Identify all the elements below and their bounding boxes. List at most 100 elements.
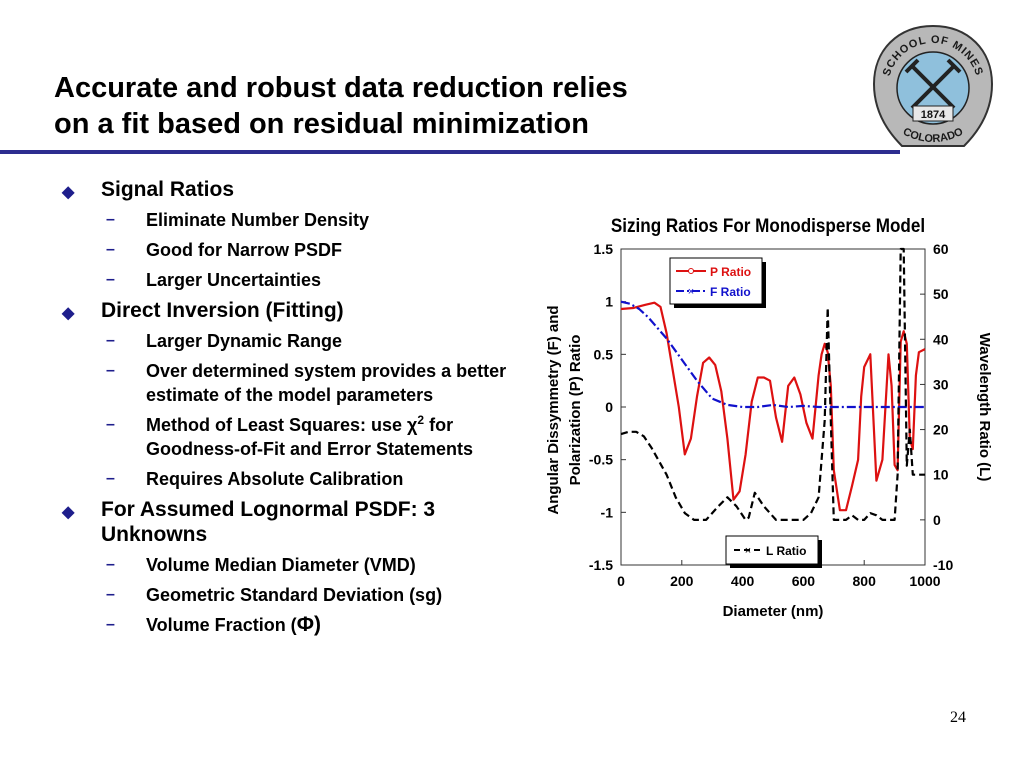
- x-axis-ticks: 0 200 400 600 800 1000: [617, 560, 941, 589]
- sub-bullet-text: Geometric Standard Deviation (sg): [146, 585, 443, 605]
- sub-bullet-item: – Eliminate Number Density: [101, 208, 530, 232]
- right-y-axis-label-text: Wavelength Ratio (L): [976, 333, 993, 482]
- right-y-tick-label: 40: [933, 331, 949, 347]
- left-y-axis-label-line-1: Angular Dissymmetry (F) and: [545, 305, 562, 514]
- right-y-tick-label: 50: [933, 286, 949, 302]
- sub-bullet-list: – Volume Median Diameter (VMD) – Geometric…: [101, 553, 530, 637]
- sub-bullet-text-start: Method of Least Squares: use χ: [146, 415, 418, 435]
- sub-bullet-item: – Volume Fraction (Φ): [101, 613, 530, 637]
- slide-title-line-2: on a fit based on residual minimization: [54, 108, 589, 140]
- series-layer: [620, 247, 926, 522]
- legend-p-ratio-label: P Ratio: [710, 265, 751, 279]
- right-y-tick-label: 20: [933, 422, 949, 438]
- left-y-tick-label: -0.5: [589, 452, 613, 468]
- chart-title: Sizing Ratios For Monodisperse Model: [611, 215, 925, 236]
- bullet-text: For Assumed Lognormal PSDF: 3 Unknowns: [101, 498, 436, 546]
- legend-f-ratio-label: F Ratio: [710, 285, 751, 299]
- logo-year: 1874: [921, 109, 946, 121]
- sub-bullet-item: – Over determined system provides a bette…: [101, 359, 530, 407]
- diamond-bullet-icon: ◆: [62, 504, 75, 521]
- sub-bullet-text-end: for Goodness-of-Fit and Error Statements: [146, 415, 474, 459]
- slide-title-line-1: Accurate and robust data reduction relie…: [54, 72, 628, 104]
- left-y-axis-ticks: -1.5 -1 -0.5 0 0.5 1 1.5: [589, 241, 626, 573]
- school-of-mines-logo: SCHOOL OF MINES 1874 COLORADO: [872, 24, 994, 147]
- sub-bullet-text: Larger Dynamic Range: [146, 331, 343, 351]
- dash-bullet-icon: –: [106, 332, 115, 349]
- dash-bullet-icon: –: [106, 586, 115, 603]
- sub-bullet-text: Over determined system provides a better…: [146, 361, 507, 405]
- page-number: 24: [950, 709, 966, 726]
- diamond-bullet-icon: ◆: [62, 305, 75, 322]
- sub-bullet-list: – Larger Dynamic Range – Over determined s…: [101, 329, 530, 491]
- legend-top-box: [669, 257, 763, 305]
- left-y-tick-label: 0: [605, 399, 613, 415]
- right-y-tick-label: -10: [933, 557, 953, 573]
- sub-bullet-item: – Method of Least Squares: use χ2 for Goo…: [101, 413, 530, 461]
- plot-frame: [620, 248, 926, 566]
- x-tick-label: 400: [731, 573, 755, 589]
- x-tick-label: 0: [617, 573, 625, 589]
- l-ratio-series-line: [620, 247, 925, 522]
- logo-bottom-text: COLORADO: [901, 126, 965, 146]
- x-axis-label: Diameter (nm): [723, 603, 824, 620]
- f-ratio-series-line: [620, 300, 925, 409]
- sub-bullet-text-start: Volume Fraction (: [146, 615, 297, 635]
- sub-bullet-text: Requires Absolute Calibration: [146, 469, 404, 489]
- legend-l-ratio-label: L Ratio: [766, 544, 806, 558]
- sub-bullet-text: Volume Median Diameter (VMD): [146, 555, 416, 575]
- chi-squared-superscript: 2: [417, 413, 425, 427]
- left-y-tick-label: -1: [601, 504, 614, 520]
- title-underline-divider: [0, 150, 900, 154]
- diamond-bullet-icon: ◆: [62, 184, 75, 201]
- dash-bullet-icon: –: [106, 616, 115, 633]
- p-ratio-series-line: [620, 301, 926, 512]
- left-y-tick-label: 1.5: [594, 241, 614, 257]
- logo-year-banner: [912, 105, 954, 122]
- bullet-item: ◆ Signal Ratios – Eliminate Number Densit…: [60, 177, 530, 292]
- dash-bullet-icon: –: [106, 416, 115, 433]
- right-y-axis-ticks: -10 0 10 20 30 40 50 60: [920, 241, 953, 573]
- bullet-item: ◆ For Assumed Lognormal PSDF: 3 Unknowns…: [60, 497, 530, 637]
- logo-bottom-text-path: COLORADO: [901, 126, 965, 146]
- legend-p-ratio-marker: [688, 268, 694, 274]
- left-y-axis-label: Angular Dissymmetry (F) and Polarization…: [545, 305, 584, 514]
- dash-bullet-icon: –: [106, 556, 115, 573]
- legend-top-shadow: [674, 262, 766, 308]
- bullet-text: Direct Inversion (Fitting): [101, 299, 344, 322]
- sub-bullet-text: Good for Narrow PSDF: [146, 240, 343, 260]
- sub-bullet-text: Larger Uncertainties: [146, 270, 322, 290]
- dash-bullet-icon: –: [106, 271, 115, 288]
- left-y-tick-label: -1.5: [589, 557, 613, 573]
- dash-bullet-icon: –: [106, 241, 115, 258]
- bullet-list: ◆ Signal Ratios – Eliminate Number Densit…: [60, 177, 530, 643]
- legend-f-ratio-marker: ×: [688, 286, 694, 298]
- left-y-tick-label: 0.5: [594, 346, 614, 362]
- sub-bullet-item: – Geometric Standard Deviation (sg): [101, 583, 530, 607]
- sub-bullet-list: – Eliminate Number Density – Good for Narr…: [101, 208, 530, 292]
- left-y-tick-label: 1: [605, 294, 613, 310]
- legend-l-ratio-marker: ×: [745, 545, 751, 557]
- sub-bullet-item: – Good for Narrow PSDF: [101, 238, 530, 262]
- sub-bullet-item: – Volume Median Diameter (VMD): [101, 553, 530, 577]
- sub-bullet-text: Eliminate Number Density: [146, 210, 370, 230]
- slide-title: Accurate and robust data reduction relie…: [54, 70, 854, 142]
- right-y-tick-label: 0: [933, 512, 941, 528]
- x-tick-label: 1000: [909, 573, 940, 589]
- dash-bullet-icon: –: [106, 362, 115, 379]
- legend-top: P Ratio × F Ratio: [669, 257, 766, 308]
- sub-bullet-text-end: ): [313, 613, 321, 636]
- right-y-tick-label: 30: [933, 376, 949, 392]
- legend-bottom-box: [725, 535, 819, 565]
- dash-bullet-icon: –: [106, 470, 115, 487]
- dash-bullet-icon: –: [106, 211, 115, 228]
- legend-bottom: × L Ratio: [725, 535, 822, 568]
- sub-bullet-item: – Requires Absolute Calibration: [101, 467, 530, 491]
- bullet-item: ◆ Direct Inversion (Fitting) – Larger Dyn…: [60, 298, 530, 491]
- x-tick-label: 600: [792, 573, 816, 589]
- right-y-tick-label: 60: [933, 241, 949, 257]
- sub-bullet-item: – Larger Dynamic Range: [101, 329, 530, 353]
- left-y-axis-label-line-2: Polarization (P) Ratio: [567, 335, 584, 486]
- legend-bottom-shadow: [730, 540, 822, 568]
- x-tick-label: 200: [670, 573, 694, 589]
- sub-bullet-item: – Larger Uncertainties: [101, 268, 530, 292]
